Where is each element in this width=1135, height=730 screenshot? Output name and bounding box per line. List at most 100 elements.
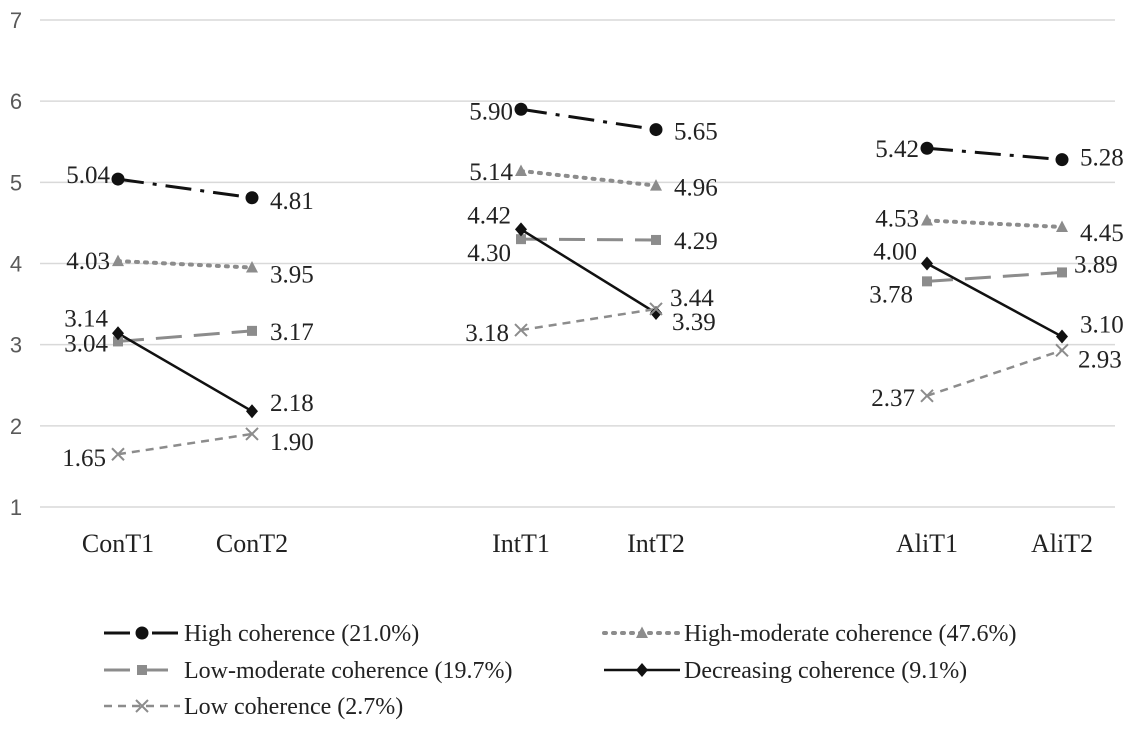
y-tick-label: 1 (10, 495, 22, 520)
series-3-line-Int (520, 228, 657, 315)
series-3-point (650, 306, 662, 321)
series-4-point (1055, 343, 1069, 358)
series-3-line-Con (117, 332, 253, 413)
legend: High coherence (21.0%) High-moderate cohe… (104, 621, 1017, 720)
y-tick-label: 4 (10, 252, 22, 277)
series-1-point (515, 164, 527, 176)
legend-label: Decreasing coherence (9.1%) (684, 658, 967, 684)
series-3-point (112, 326, 124, 341)
x-category-label: IntT2 (627, 529, 685, 558)
x-category-label: ConT1 (82, 529, 154, 558)
legend-label: High coherence (21.0%) (184, 621, 419, 647)
series-3-point (921, 256, 933, 271)
series-2-point (113, 336, 123, 347)
data-label: 3.78 (869, 281, 913, 308)
y-tick-label: 2 (10, 414, 22, 439)
series-3-point (1056, 329, 1068, 344)
series-1-line-Con (116, 259, 254, 270)
data-labels: 5.04 4.81 5.90 5.65 5.42 5.28 4.03 3.95 5.14 4.96… (62, 98, 1124, 472)
data-label: 4.96 (674, 175, 718, 202)
x-category-label: AliT1 (896, 529, 958, 558)
series-4-line-Int (520, 307, 657, 332)
series-3-point (515, 222, 527, 237)
legend-item: Low coherence (2.7%) (104, 694, 403, 720)
data-label: 5.28 (1080, 145, 1124, 172)
series-1-line-Ali (925, 218, 1064, 229)
series-3-line-Ali (926, 262, 1063, 338)
series-1-point (650, 179, 662, 191)
series-1-point (921, 213, 933, 226)
data-label: 2.37 (871, 385, 915, 412)
x-category-label: ConT2 (216, 529, 288, 558)
series-0-point (245, 191, 259, 205)
series-2-point (516, 234, 526, 245)
data-label: 5.90 (469, 98, 513, 125)
series-2-point (922, 276, 932, 287)
data-label: 3.44 (670, 285, 714, 312)
legend-swatch-marker (135, 626, 149, 640)
series-4-point (514, 323, 528, 337)
series-2-line-Ali (926, 270, 1063, 283)
legend-label: Low-moderate coherence (19.7%) (184, 658, 513, 684)
data-label: 1.90 (270, 429, 314, 456)
series-4-point (111, 447, 125, 461)
legend-item: Decreasing coherence (9.1%) (604, 658, 967, 684)
y-tick-label: 6 (10, 89, 22, 114)
series-0-line-Int (520, 107, 657, 132)
legend-item: Low-moderate coherence (19.7%) (104, 658, 513, 684)
data-label: 4.30 (467, 240, 511, 267)
data-label: 4.03 (66, 248, 110, 275)
y-tick-label: 7 (10, 8, 22, 33)
x-category-label: IntT1 (492, 529, 550, 558)
data-label: 4.42 (467, 202, 511, 229)
data-label: 2.93 (1078, 346, 1122, 373)
x-category-label: AliT2 (1031, 529, 1093, 558)
y-tick-label: 5 (10, 170, 22, 195)
data-label: 1.65 (62, 445, 106, 472)
data-label: 3.14 (64, 305, 108, 332)
legend-item: High coherence (21.0%) (104, 621, 419, 647)
series-2-line-Int (520, 237, 657, 242)
legend-item: High-moderate coherence (47.6%) (602, 621, 1017, 647)
data-label: 2.18 (270, 390, 314, 417)
series-2-point (651, 234, 661, 245)
data-label: 4.29 (674, 228, 718, 255)
data-label: 3.95 (270, 262, 314, 289)
series-0-point (649, 123, 663, 137)
legend-swatch-marker (636, 663, 648, 677)
legend-swatch-marker (135, 699, 149, 713)
series-4-line-Ali (926, 349, 1063, 397)
series-0-line-Con (117, 177, 253, 200)
data-label: 4.53 (875, 205, 919, 232)
data-label: 3.89 (1074, 251, 1118, 278)
series-2-point (1057, 267, 1067, 278)
series-1-point (112, 254, 124, 267)
data-label: 3.10 (1080, 312, 1124, 339)
series-4-line-Con (117, 432, 253, 456)
data-label: 3.18 (465, 320, 509, 347)
data-label: 3.04 (64, 330, 108, 357)
data-label: 4.00 (873, 239, 917, 266)
y-axis-tick-labels: 1 2 3 4 5 6 7 (10, 8, 22, 520)
series-2-line-Con (117, 329, 253, 343)
series-0-point (111, 172, 125, 186)
legend-label: High-moderate coherence (47.6%) (684, 621, 1017, 647)
data-label: 5.42 (875, 136, 919, 163)
y-tick-label: 3 (10, 333, 22, 358)
data-label: 3.17 (270, 319, 314, 346)
series-lines (116, 107, 1064, 456)
series-0-line-Ali (926, 146, 1063, 162)
series-0-point (514, 102, 528, 116)
data-label: 5.14 (469, 159, 513, 186)
data-label: 3.39 (672, 309, 716, 336)
series-markers (111, 102, 1069, 461)
series-3-point (246, 404, 258, 419)
grid-lines (40, 19, 1115, 508)
series-1-point (246, 261, 258, 273)
series-2-point (247, 325, 257, 336)
data-label: 5.04 (66, 162, 110, 189)
legend-swatch-marker (636, 626, 648, 638)
series-1-point (1056, 220, 1068, 232)
data-label: 5.65 (674, 119, 718, 146)
